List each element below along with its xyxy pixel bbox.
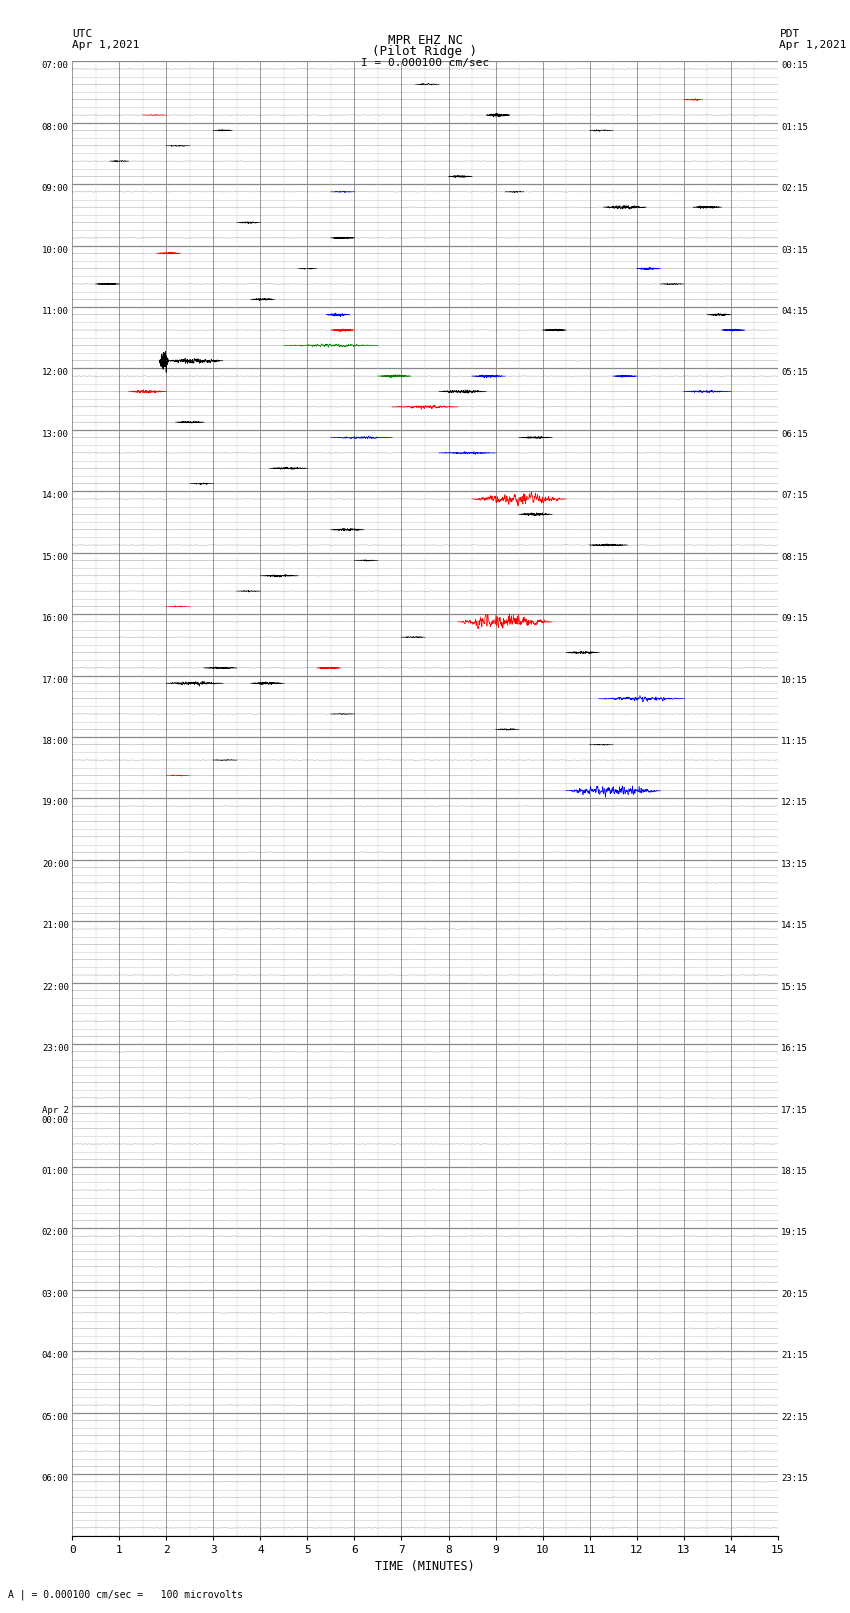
Text: 11:00: 11:00 xyxy=(42,306,69,316)
Text: 07:00: 07:00 xyxy=(42,61,69,71)
X-axis label: TIME (MINUTES): TIME (MINUTES) xyxy=(375,1560,475,1573)
Text: 20:00: 20:00 xyxy=(42,860,69,869)
Text: 13:00: 13:00 xyxy=(42,431,69,439)
Text: 18:15: 18:15 xyxy=(781,1168,808,1176)
Text: 22:15: 22:15 xyxy=(781,1413,808,1421)
Text: I = 0.000100 cm/sec: I = 0.000100 cm/sec xyxy=(361,58,489,68)
Text: 04:00: 04:00 xyxy=(42,1352,69,1360)
Text: 05:15: 05:15 xyxy=(781,368,808,377)
Text: 08:00: 08:00 xyxy=(42,123,69,132)
Text: PDT: PDT xyxy=(779,29,800,39)
Text: 16:15: 16:15 xyxy=(781,1044,808,1053)
Text: 05:00: 05:00 xyxy=(42,1413,69,1421)
Text: 02:15: 02:15 xyxy=(781,184,808,194)
Text: 21:15: 21:15 xyxy=(781,1352,808,1360)
Text: UTC: UTC xyxy=(72,29,93,39)
Text: 17:00: 17:00 xyxy=(42,676,69,684)
Text: 03:00: 03:00 xyxy=(42,1290,69,1298)
Text: 13:15: 13:15 xyxy=(781,860,808,869)
Text: 23:00: 23:00 xyxy=(42,1044,69,1053)
Text: (Pilot Ridge ): (Pilot Ridge ) xyxy=(372,45,478,58)
Text: 11:15: 11:15 xyxy=(781,737,808,745)
Text: 04:15: 04:15 xyxy=(781,306,808,316)
Text: 01:00: 01:00 xyxy=(42,1168,69,1176)
Text: A | = 0.000100 cm/sec =   100 microvolts: A | = 0.000100 cm/sec = 100 microvolts xyxy=(8,1589,243,1600)
Text: 17:15: 17:15 xyxy=(781,1105,808,1115)
Text: 06:00: 06:00 xyxy=(42,1474,69,1482)
Text: 08:15: 08:15 xyxy=(781,553,808,561)
Text: 07:15: 07:15 xyxy=(781,492,808,500)
Text: 09:15: 09:15 xyxy=(781,615,808,623)
Text: 15:15: 15:15 xyxy=(781,982,808,992)
Text: Apr 2
00:00: Apr 2 00:00 xyxy=(42,1105,69,1124)
Text: 23:15: 23:15 xyxy=(781,1474,808,1482)
Text: 10:15: 10:15 xyxy=(781,676,808,684)
Text: Apr 1,2021: Apr 1,2021 xyxy=(779,40,847,50)
Text: 12:15: 12:15 xyxy=(781,798,808,808)
Text: 12:00: 12:00 xyxy=(42,368,69,377)
Text: 22:00: 22:00 xyxy=(42,982,69,992)
Text: 14:15: 14:15 xyxy=(781,921,808,931)
Text: 06:15: 06:15 xyxy=(781,431,808,439)
Text: 01:15: 01:15 xyxy=(781,123,808,132)
Text: MPR EHZ NC: MPR EHZ NC xyxy=(388,34,462,47)
Text: 00:15: 00:15 xyxy=(781,61,808,71)
Text: 02:00: 02:00 xyxy=(42,1229,69,1237)
Text: 18:00: 18:00 xyxy=(42,737,69,745)
Text: 21:00: 21:00 xyxy=(42,921,69,931)
Text: Apr 1,2021: Apr 1,2021 xyxy=(72,40,139,50)
Text: 14:00: 14:00 xyxy=(42,492,69,500)
Text: 19:15: 19:15 xyxy=(781,1229,808,1237)
Text: 09:00: 09:00 xyxy=(42,184,69,194)
Text: 20:15: 20:15 xyxy=(781,1290,808,1298)
Text: 10:00: 10:00 xyxy=(42,245,69,255)
Text: 19:00: 19:00 xyxy=(42,798,69,808)
Text: 16:00: 16:00 xyxy=(42,615,69,623)
Text: 15:00: 15:00 xyxy=(42,553,69,561)
Text: 03:15: 03:15 xyxy=(781,245,808,255)
